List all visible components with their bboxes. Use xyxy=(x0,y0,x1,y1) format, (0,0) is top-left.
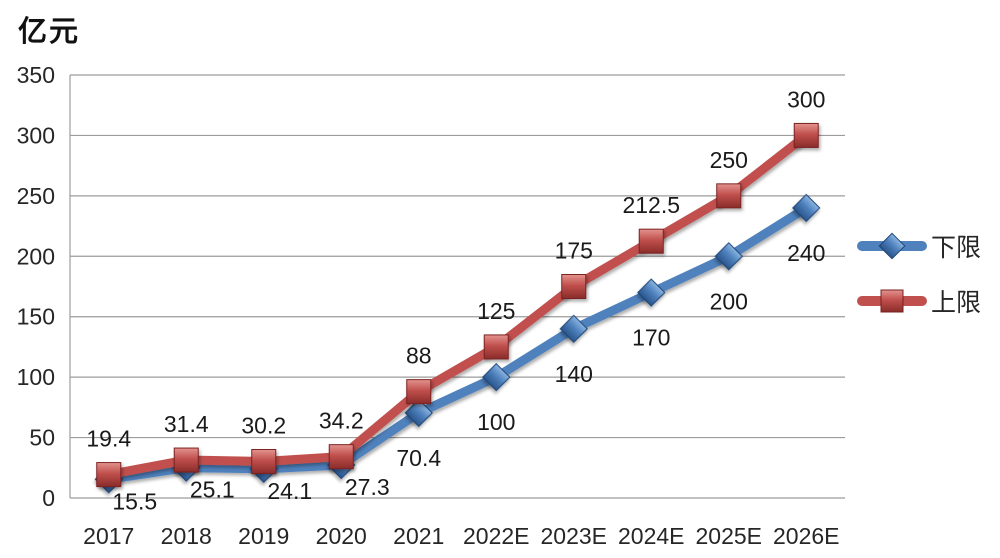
data-label: 250 xyxy=(710,147,748,173)
square-marker xyxy=(483,334,509,360)
upper-series-legend-marker xyxy=(857,289,927,313)
x-category-label: 2026E xyxy=(773,523,840,549)
y-tick-label: 50 xyxy=(29,425,55,451)
data-label: 88 xyxy=(406,343,432,369)
y-tick-label: 350 xyxy=(17,62,55,88)
data-label: 27.3 xyxy=(345,474,390,500)
square-marker xyxy=(328,444,354,470)
data-label: 140 xyxy=(555,361,593,387)
legend-item-lower: 下限 xyxy=(856,224,981,268)
diamond-marker xyxy=(792,193,821,223)
x-category-label: 2024E xyxy=(618,523,685,549)
data-label: 125 xyxy=(477,298,515,324)
diamond-marker xyxy=(714,242,743,271)
data-label: 25.1 xyxy=(190,477,235,503)
lower-series-line xyxy=(104,203,811,484)
lower-series-legend-marker xyxy=(857,232,927,260)
data-label: 175 xyxy=(555,238,593,264)
data-label: 212.5 xyxy=(622,192,680,218)
data-label: 300 xyxy=(787,86,825,112)
data-label: 70.4 xyxy=(396,445,441,471)
upper-series-line xyxy=(104,130,811,480)
legend-label-lower: 下限 xyxy=(931,234,982,262)
x-category-label: 2022E xyxy=(463,523,530,549)
data-label: 100 xyxy=(477,409,515,435)
chart-legend: 下限 上限 xyxy=(856,224,981,334)
data-label: 170 xyxy=(632,325,670,351)
data-label: 24.1 xyxy=(267,478,312,504)
y-tick-label: 100 xyxy=(17,364,55,390)
diamond-icon xyxy=(878,232,906,260)
square-marker xyxy=(173,447,199,473)
y-tick-label: 200 xyxy=(17,243,55,269)
data-label: 15.5 xyxy=(112,488,157,514)
y-tick-label: 250 xyxy=(17,183,55,209)
x-category-label: 2017 xyxy=(83,523,134,549)
data-label: 240 xyxy=(787,240,825,266)
square-marker xyxy=(96,462,122,488)
y-axis-unit-label: 亿元 xyxy=(18,16,81,48)
data-label: 31.4 xyxy=(164,411,209,437)
square-marker xyxy=(638,228,664,254)
x-category-label: 2018 xyxy=(161,523,212,549)
square-marker xyxy=(406,379,432,405)
x-category-label: 2025E xyxy=(695,523,762,549)
data-label: 30.2 xyxy=(241,413,286,439)
x-category-label: 2019 xyxy=(238,523,289,549)
square-marker xyxy=(561,274,587,299)
y-tick-label: 150 xyxy=(17,304,55,330)
legend-item-upper: 上限 xyxy=(856,279,981,323)
x-category-label: 2021 xyxy=(393,523,444,549)
data-label: 200 xyxy=(710,288,748,314)
x-category-label: 2023E xyxy=(540,523,607,549)
y-tick-label: 0 xyxy=(42,485,55,511)
diamond-marker xyxy=(637,278,666,307)
square-marker xyxy=(251,449,277,475)
x-category-label: 2020 xyxy=(316,523,367,549)
square-marker xyxy=(716,183,742,209)
legend-label-upper: 上限 xyxy=(931,289,982,317)
data-label: 19.4 xyxy=(86,426,131,452)
diamond-marker xyxy=(559,314,588,343)
square-marker xyxy=(793,122,819,148)
square-icon xyxy=(880,289,904,313)
data-label: 34.2 xyxy=(319,408,364,434)
diamond-marker xyxy=(404,398,433,428)
diamond-marker xyxy=(482,363,511,392)
y-tick-label: 300 xyxy=(17,122,55,148)
